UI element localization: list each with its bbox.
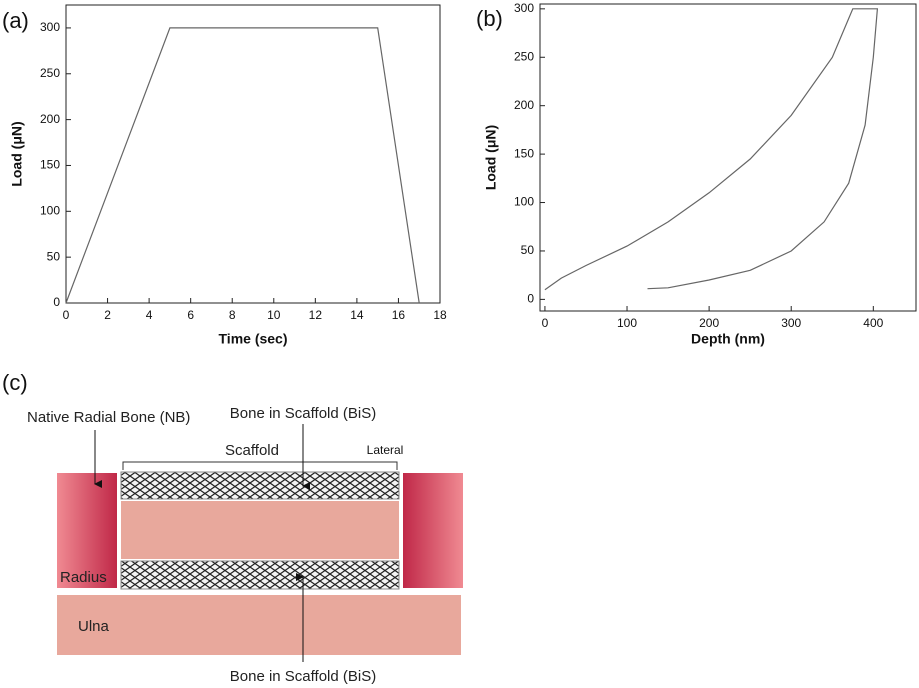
y-tick-label: 300 xyxy=(40,20,60,34)
scaffold-bracket xyxy=(122,461,398,470)
x-tick-label: 0 xyxy=(63,308,70,322)
y-tick-label: 100 xyxy=(40,203,60,217)
radius-middle xyxy=(121,501,399,559)
x-tick-label: 6 xyxy=(187,308,194,322)
panel-label: (a) xyxy=(2,8,29,33)
x-tick-label: 16 xyxy=(392,308,406,322)
scaffold-top xyxy=(120,471,400,500)
x-tick-label: 200 xyxy=(699,316,719,330)
data-line xyxy=(544,8,879,291)
radius-bone-left xyxy=(57,473,117,588)
label: Bone in Scaffold (BiS) xyxy=(230,668,376,685)
scaffold-bottom xyxy=(120,560,400,590)
axis-title: Time (sec) xyxy=(219,331,288,347)
data-line xyxy=(65,27,420,304)
y-tick-label: 150 xyxy=(514,146,534,160)
x-tick-label: 0 xyxy=(542,316,549,330)
panel-label: (b) xyxy=(476,6,503,31)
chart: 0 100 200 300 400 0 50 100 150 200 250 300 Depth (nm… xyxy=(476,1,917,347)
y-tick-label: 250 xyxy=(514,49,534,63)
y-tick-label: 50 xyxy=(47,249,61,263)
y-tick-label: 100 xyxy=(514,195,534,209)
x-tick-label: 14 xyxy=(350,308,364,322)
ulna xyxy=(57,595,461,655)
axis-title: Depth (nm) xyxy=(691,331,765,347)
y-tick-label: 150 xyxy=(40,158,60,172)
x-tick-label: 400 xyxy=(863,316,883,330)
panel-label: (c) xyxy=(2,370,28,395)
chart: 0 2 4 6 8 10 12 14 16 18 0 50 100 150 200 250 300 Time (s… xyxy=(2,4,447,347)
y-tick-label: 0 xyxy=(527,292,534,306)
y-tick-label: 0 xyxy=(53,295,60,309)
y-tick-label: 200 xyxy=(514,98,534,112)
x-tick-label: 8 xyxy=(229,308,236,322)
y-tick-label: 200 xyxy=(40,112,60,126)
radius-bone-right xyxy=(403,473,463,588)
label: Ulna xyxy=(78,618,110,635)
label: Scaffold xyxy=(225,442,279,459)
x-tick-label: 12 xyxy=(309,308,323,322)
label: Lateral xyxy=(367,443,404,457)
y-tick-label: 50 xyxy=(521,243,535,257)
x-tick-label: 2 xyxy=(104,308,111,322)
axis-title: Load (μN) xyxy=(483,125,499,190)
diagram: (c) Native Radial Bone (NB) Bone in Scaf… xyxy=(2,370,463,685)
x-tick-label: 100 xyxy=(617,316,637,330)
x-tick-label: 18 xyxy=(433,308,447,322)
axis-title: Load (μN) xyxy=(9,121,25,186)
x-tick-label: 300 xyxy=(781,316,801,330)
y-tick-label: 300 xyxy=(514,1,534,15)
y-tick-label: 250 xyxy=(40,66,60,80)
x-tick-label: 4 xyxy=(146,308,153,322)
x-tick-label: 10 xyxy=(267,308,281,322)
label: Radius xyxy=(60,569,107,586)
plot-frame xyxy=(539,3,917,312)
label: Bone in Scaffold (BiS) xyxy=(230,405,376,422)
plot-frame xyxy=(65,4,441,304)
label: Native Radial Bone (NB) xyxy=(27,409,190,426)
